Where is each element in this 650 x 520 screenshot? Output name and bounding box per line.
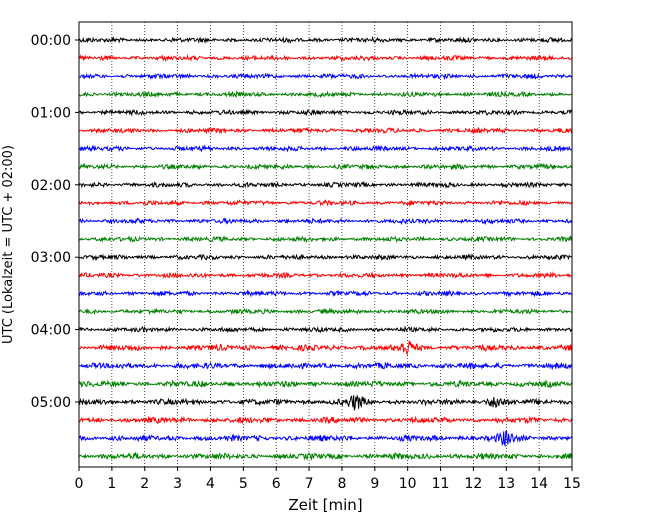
x-tick-label: 10 xyxy=(399,476,417,492)
x-axis-ticks: 0 1 2 3 4 5 6 7 8 9 10 11 12 13 14 15 xyxy=(75,467,581,492)
x-tick-label: 3 xyxy=(173,476,182,492)
trace-0430 xyxy=(78,361,573,371)
x-tick-label: 15 xyxy=(563,476,581,492)
trace-0300 xyxy=(78,252,573,262)
trace-0130 xyxy=(78,144,573,153)
y-tick-label: 00:00 xyxy=(31,33,71,49)
y-tick-label: 01:00 xyxy=(31,105,71,121)
seismogram-traces xyxy=(78,35,573,462)
trace-0215 xyxy=(78,198,573,208)
x-axis-label: Zeit [min] xyxy=(288,496,362,514)
y-tick-label: 02:00 xyxy=(31,178,71,194)
trace-0315 xyxy=(78,271,573,280)
x-tick-label: 14 xyxy=(530,476,548,492)
trace-0145 xyxy=(78,162,573,171)
trace-0445 xyxy=(78,379,573,389)
trace-0545 xyxy=(78,451,573,462)
x-tick-label: 2 xyxy=(140,476,149,492)
trace-0115 xyxy=(78,126,573,135)
trace-0100 xyxy=(78,108,573,117)
x-tick-label: 12 xyxy=(464,476,482,492)
trace-0500 xyxy=(78,394,573,411)
x-tick-label: 8 xyxy=(337,476,346,492)
trace-0515 xyxy=(78,415,573,425)
trace-0230 xyxy=(78,217,573,226)
trace-0330 xyxy=(78,289,573,298)
x-tick-label: 0 xyxy=(75,476,84,492)
trace-0045 xyxy=(78,90,573,99)
y-tick-label: 05:00 xyxy=(31,395,71,411)
plot-frame xyxy=(78,21,573,468)
x-tick-label: 6 xyxy=(272,476,281,492)
trace-0245 xyxy=(78,234,573,244)
trace-0030 xyxy=(78,72,573,81)
y-axis-label: UTC (Lokalzeit = UTC + 02:00) xyxy=(1,145,16,344)
trace-0000 xyxy=(78,35,573,44)
x-tick-label: 4 xyxy=(206,476,215,492)
trace-0400 xyxy=(78,325,573,334)
trace-0415 xyxy=(78,340,573,356)
x-tick-label: 5 xyxy=(239,476,248,492)
y-axis-ticks: 00:00 01:00 02:00 03:00 04:00 05:00 xyxy=(31,33,79,411)
trace-0530 xyxy=(78,429,573,448)
trace-0015 xyxy=(78,54,573,63)
x-tick-label: 11 xyxy=(432,476,450,492)
x-tick-label: 1 xyxy=(107,476,116,492)
y-tick-label: 04:00 xyxy=(31,323,71,339)
x-tick-label: 9 xyxy=(370,476,379,492)
x-tick-label: 7 xyxy=(305,476,314,492)
trace-0345 xyxy=(78,307,573,316)
y-tick-label: 03:00 xyxy=(31,250,71,266)
vertical-gridlines xyxy=(111,22,540,467)
x-tick-label: 13 xyxy=(497,476,515,492)
trace-0200 xyxy=(78,180,573,190)
